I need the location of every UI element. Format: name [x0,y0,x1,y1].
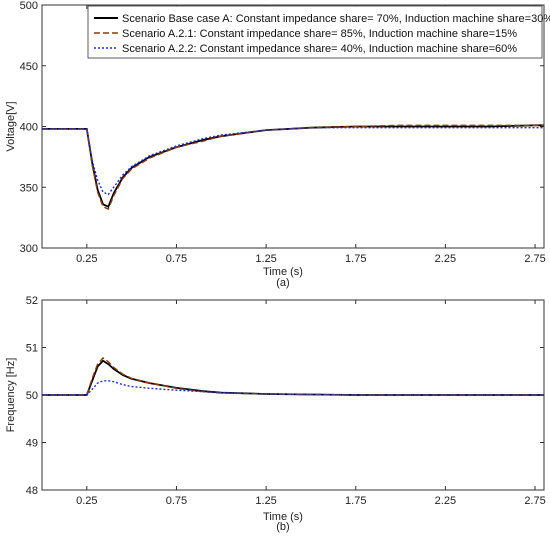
voltage-y-tick-label: 450 [20,61,38,73]
legend-entry-2: Scenario A.2.1: Constant impedance share… [122,28,517,40]
voltage-panel-label: (a) [276,277,289,289]
voltage-y-tick-label: 500 [20,0,38,12]
legend-entry-1: Scenario Base case A: Constant impedance… [122,13,550,25]
voltage-x-tick-label: 0.25 [76,253,97,265]
voltage-series-line-2 [42,124,544,211]
voltage-x-tick-label: 0.75 [166,253,187,265]
voltage-x-tick-label: 1.75 [345,253,366,265]
frequency-series-line-3 [42,380,544,396]
frequency-x-axis-label: Time (s) [263,511,303,523]
voltage-x-tick-label: 2.25 [435,253,456,265]
frequency-y-tick-label: 48 [26,485,38,497]
voltage-panel: 0.25 0.75 1.25 1.75 2.25 2.75 300 350 400 450 500 T… [5,0,550,289]
frequency-y-tick-label: 50 [26,390,38,402]
frequency-x-tick-label: 2.75 [524,495,545,507]
voltage-legend: Scenario Base case A: Constant impedance… [87,5,550,59]
frequency-x-tick-label: 2.25 [435,495,456,507]
frequency-panel-label: (b) [276,521,289,533]
legend-box [87,5,543,59]
voltage-y-tick-label: 400 [20,122,38,134]
voltage-y-axis-label: Voltage[V] [5,101,17,151]
voltage-series-line-3 [42,126,544,196]
frequency-y-tick-label: 52 [26,295,38,307]
frequency-y-axis-label: Frequency [Hz] [5,358,17,433]
voltage-y-tick-label: 350 [20,182,38,194]
frequency-y-tick-label: 49 [26,438,38,450]
frequency-panel: 0.25 0.75 1.25 1.75 2.25 2.75 48 49 50 51 52 Time (… [5,295,546,533]
frequency-y-tick-label: 51 [26,343,38,355]
frequency-x-tick-label: 0.75 [166,495,187,507]
voltage-x-tick-label: 1.25 [255,253,276,265]
legend-entry-3: Scenario A.2.2: Constant impedance share… [122,43,517,55]
voltage-y-tick-label: 300 [20,243,38,255]
voltage-x-tick-label: 2.75 [524,253,545,265]
voltage-x-axis-label: Time (s) [263,266,303,278]
frequency-x-tick-label: 1.25 [255,495,276,507]
frequency-x-tick-label: 0.25 [76,495,97,507]
frequency-x-tick-label: 1.75 [345,495,366,507]
frequency-series-line-2 [42,356,544,396]
